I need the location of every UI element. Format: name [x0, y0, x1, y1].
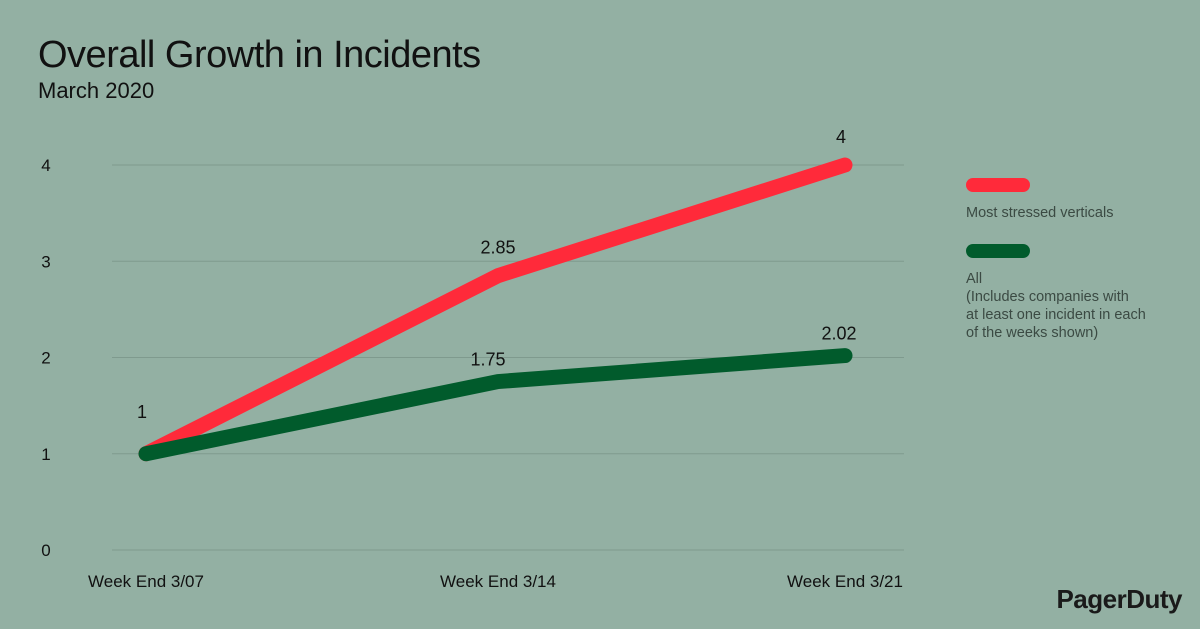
series-line-1 [138, 348, 853, 462]
y-tick-label: 1 [41, 445, 50, 464]
x-tick-label: Week End 3/07 [88, 572, 204, 591]
y-tick-label: 3 [41, 252, 50, 271]
legend-swatch-green [966, 244, 1030, 258]
x-tick-label: Week End 3/14 [440, 572, 556, 591]
x-tick-label: Week End 3/21 [787, 572, 903, 591]
chart-title: Overall Growth in Incidents [38, 34, 481, 76]
data-label: 1 [137, 402, 147, 422]
data-label: 1.75 [470, 350, 505, 370]
data-label: 2.02 [821, 324, 856, 344]
data-label: 4 [836, 127, 846, 147]
legend-item-all: All (Includes companies with at least on… [966, 244, 1191, 342]
series-line-0 [138, 157, 853, 462]
legend-swatch-red [966, 178, 1030, 192]
y-tick-label: 0 [41, 541, 50, 560]
legend: Most stressed verticals All (Includes co… [966, 178, 1191, 364]
legend-item-most-stressed: Most stressed verticals [966, 178, 1191, 222]
pagerduty-logo: PagerDuty [1056, 584, 1182, 614]
y-tick-label: 4 [41, 156, 50, 175]
line-chart: 0 1 2 3 4 Week End 3/07 Week End 3/14 Week End … [41, 127, 904, 591]
legend-label: All (Includes companies with at least on… [966, 271, 1146, 341]
data-label: 2.85 [480, 238, 515, 258]
chart-subtitle: March 2020 [38, 78, 155, 103]
y-tick-label: 2 [41, 349, 50, 368]
legend-label: Most stressed verticals [966, 205, 1114, 221]
